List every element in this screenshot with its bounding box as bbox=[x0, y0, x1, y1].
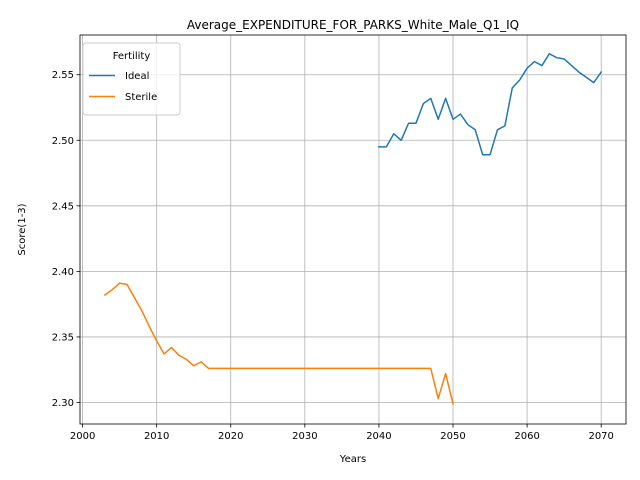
x-tick-label: 2020 bbox=[218, 431, 243, 442]
x-tick-label: 2050 bbox=[440, 431, 465, 442]
x-tick-label: 2040 bbox=[366, 431, 391, 442]
grid bbox=[80, 35, 626, 424]
y-tick-label: 2.50 bbox=[52, 136, 74, 147]
x-tick-label: 2070 bbox=[588, 431, 613, 442]
legend-items: Ideal Sterile bbox=[89, 71, 157, 103]
x-tick-label: 2010 bbox=[144, 431, 169, 442]
y-axis-ticks: 2.30 2.35 2.40 2.45 2.50 2.55 bbox=[52, 70, 80, 409]
x-axis-ticks: 2000 2010 2020 2030 2040 2050 2060 2070 bbox=[70, 424, 614, 442]
y-tick-label: 2.55 bbox=[52, 70, 74, 81]
plot-frame bbox=[79, 34, 627, 425]
y-axis-label: Score(1-3) bbox=[17, 203, 28, 255]
y-tick-label: 2.45 bbox=[52, 201, 74, 212]
y-tick-label: 2.40 bbox=[52, 267, 74, 278]
legend-title: Fertility bbox=[113, 51, 151, 62]
y-tick-label: 2.30 bbox=[52, 398, 74, 409]
series-line-ideal bbox=[378, 53, 603, 156]
chart-title: Average_EXPENDITURE_FOR_PARKS_White_Male… bbox=[187, 18, 519, 32]
series-lines bbox=[103, 53, 603, 405]
legend-label-sterile: Sterile bbox=[125, 92, 157, 103]
legend-label-ideal: Ideal bbox=[125, 71, 149, 82]
legend: Fertility Ideal Sterile bbox=[82, 42, 181, 116]
x-tick-label: 2030 bbox=[292, 431, 317, 442]
series-line-sterile bbox=[103, 282, 454, 405]
y-tick-label: 2.35 bbox=[52, 332, 74, 343]
x-tick-label: 2000 bbox=[70, 431, 95, 442]
x-tick-label: 2060 bbox=[514, 431, 539, 442]
x-axis-label: Years bbox=[339, 454, 366, 465]
